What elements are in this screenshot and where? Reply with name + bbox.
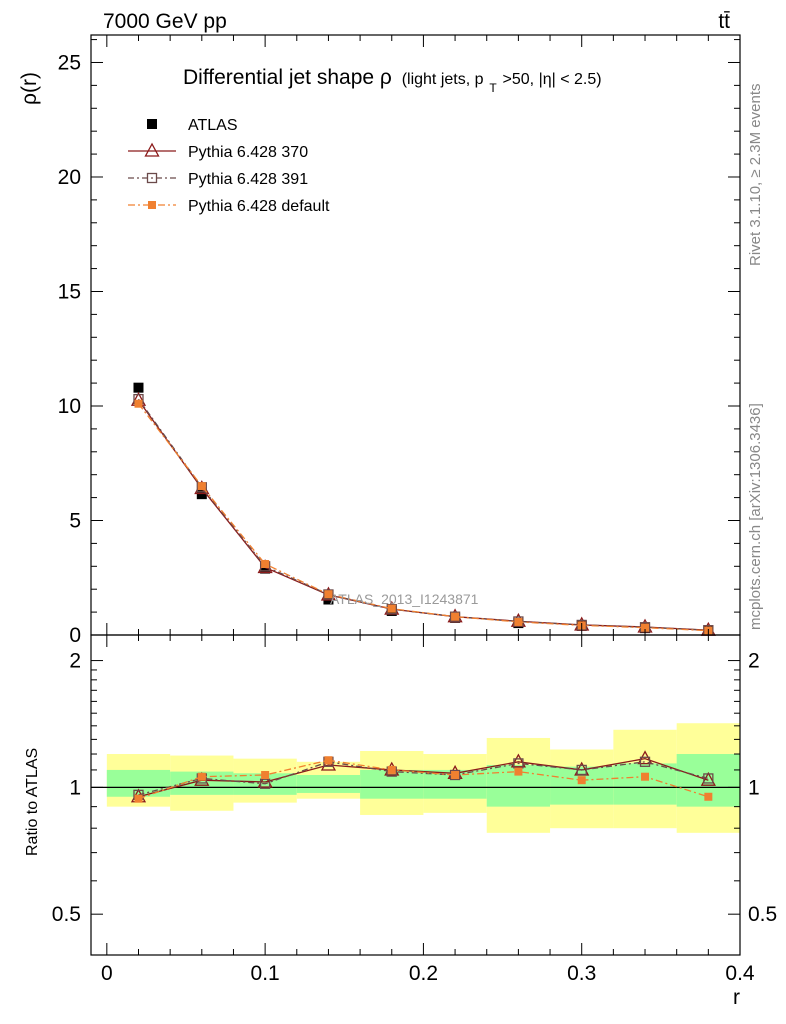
legend-label: ATLAS bbox=[188, 117, 238, 134]
ratio-panel: 0 0.1 0.2 0.3 0.4 0.5 0.5 1 1 2 2 Ratio to ATLAS r bbox=[24, 634, 777, 1009]
data-point bbox=[323, 589, 334, 600]
legend-marker bbox=[146, 172, 158, 184]
y-axis-label-ratio: Ratio to ATLAS bbox=[24, 748, 41, 856]
data-point bbox=[196, 489, 207, 500]
data-point bbox=[261, 560, 270, 569]
y-tick-label-right: 0.5 bbox=[748, 903, 777, 926]
data-point bbox=[639, 756, 651, 767]
legend-entry: Pythia 6.428 370 bbox=[128, 142, 308, 161]
chart-title-sub-b: >50, |η| < 2.5) bbox=[503, 71, 602, 88]
legend-entry: ATLAS bbox=[147, 117, 238, 134]
data-point bbox=[260, 563, 271, 574]
legend-label: Pythia 6.428 370 bbox=[188, 144, 308, 161]
data-point bbox=[134, 794, 143, 803]
data-point bbox=[257, 773, 273, 788]
ratio-frame bbox=[90, 634, 741, 956]
x-axis-label: r bbox=[733, 986, 740, 1009]
data-point bbox=[451, 770, 460, 779]
y-tick-label-right: 2 bbox=[748, 650, 760, 673]
data-point bbox=[510, 753, 526, 768]
data-point bbox=[641, 772, 650, 781]
data-point bbox=[387, 604, 396, 613]
band-inner bbox=[106, 769, 171, 797]
data-point bbox=[700, 771, 716, 786]
series-line bbox=[137, 398, 709, 631]
x-tick-label: 0.4 bbox=[725, 962, 755, 985]
y-tick-label: 20 bbox=[58, 166, 81, 189]
y-tick-label: 0 bbox=[69, 624, 81, 647]
data-point bbox=[386, 603, 397, 615]
y-tick-label: 25 bbox=[58, 51, 81, 74]
band-inner bbox=[360, 769, 424, 799]
x-tick-label: 0.2 bbox=[409, 962, 438, 985]
data-point bbox=[197, 772, 206, 781]
chart-title-subscript: T bbox=[489, 81, 497, 95]
process-label: tt̄ bbox=[718, 10, 730, 33]
y-tick-label: 10 bbox=[58, 395, 81, 418]
legend: ATLAS Pythia 6.428 370 Pythia 6.428 391 Pyt… bbox=[128, 117, 330, 215]
main-panel: 0 5 10 15 20 25 ATLAS_2013_I1243871 Different… bbox=[18, 34, 741, 647]
y-tick-label: 1 bbox=[69, 776, 81, 799]
band-inner bbox=[296, 774, 361, 793]
legend-entry: Pythia 6.428 391 bbox=[128, 171, 308, 188]
series-line bbox=[138, 757, 709, 798]
data-point bbox=[133, 382, 144, 393]
data-point bbox=[197, 482, 206, 491]
chart-title-main: Differential jet shape ρ bbox=[183, 66, 392, 89]
data-point bbox=[324, 590, 333, 599]
rivet-label: Rivet 3.1.10, ≥ 2.3M events bbox=[747, 84, 764, 267]
band-inner bbox=[550, 766, 614, 805]
data-point bbox=[324, 756, 333, 765]
y-tick-label: 0.5 bbox=[52, 903, 81, 926]
band-inner bbox=[613, 763, 677, 805]
data-point bbox=[387, 765, 396, 774]
energy-label: 7000 GeV pp bbox=[103, 10, 227, 33]
ratio-data-layer bbox=[130, 750, 716, 803]
data-point bbox=[513, 616, 524, 627]
y-tick-label-right: 1 bbox=[748, 776, 760, 799]
legend-label: Pythia 6.428 391 bbox=[188, 171, 308, 188]
y-tick-label: 5 bbox=[69, 509, 81, 532]
legend-marker bbox=[144, 142, 160, 157]
x-tick-label: 0 bbox=[101, 962, 113, 985]
series-filled-square bbox=[134, 756, 713, 803]
main-axis-ticks: 0 5 10 15 20 25 bbox=[58, 35, 741, 647]
data-point bbox=[514, 617, 523, 626]
data-point bbox=[514, 767, 523, 776]
data-point bbox=[134, 399, 143, 408]
data-point bbox=[641, 623, 650, 632]
legend-entry: Pythia 6.428 default bbox=[128, 198, 330, 215]
y-axis-label-main: ρ(r) bbox=[18, 72, 41, 105]
data-point bbox=[703, 773, 714, 784]
data-point bbox=[261, 770, 270, 779]
data-point bbox=[259, 778, 271, 789]
y-tick-label: 2 bbox=[69, 650, 81, 673]
chart-title: Differential jet shape ρ (light jets, p … bbox=[183, 66, 602, 97]
chart-title-sub-a: (light jets, p bbox=[402, 71, 484, 88]
legend-label: Pythia 6.428 default bbox=[188, 198, 330, 215]
data-point bbox=[704, 792, 713, 801]
legend-marker bbox=[148, 201, 156, 209]
x-tick-label: 0.3 bbox=[567, 962, 596, 985]
series-line bbox=[137, 403, 709, 632]
y-tick-label: 15 bbox=[58, 280, 81, 303]
main-data-layer bbox=[130, 382, 716, 636]
ratio-uncertainty-bands bbox=[91, 723, 740, 833]
mcplots-label: mcplots.cern.ch [arXiv:1306.3436] bbox=[747, 403, 764, 630]
x-tick-label: 0.1 bbox=[251, 962, 280, 985]
series-line bbox=[138, 759, 709, 800]
legend-marker bbox=[147, 119, 157, 129]
data-point bbox=[451, 612, 460, 621]
analysis-watermark: ATLAS_2013_I1243871 bbox=[330, 591, 479, 607]
data-point bbox=[577, 776, 586, 785]
data-point bbox=[576, 764, 587, 776]
ratio-axis-ticks: 0 0.1 0.2 0.3 0.4 0.5 0.5 1 1 2 2 bbox=[52, 635, 777, 985]
